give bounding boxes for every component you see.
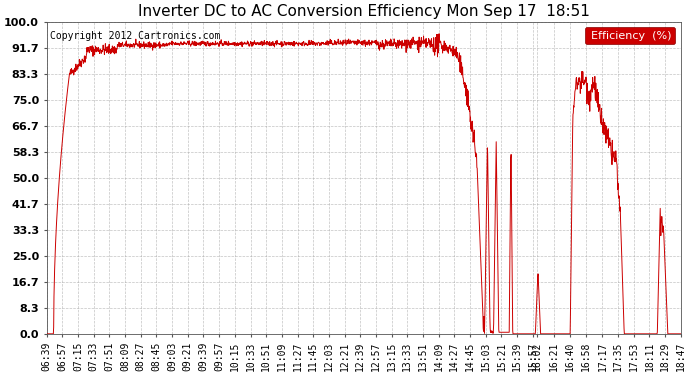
Legend: Efficiency  (%): Efficiency (%) xyxy=(585,27,676,44)
Text: Copyright 2012 Cartronics.com: Copyright 2012 Cartronics.com xyxy=(50,31,220,41)
Title: Inverter DC to AC Conversion Efficiency Mon Sep 17  18:51: Inverter DC to AC Conversion Efficiency … xyxy=(138,4,590,19)
